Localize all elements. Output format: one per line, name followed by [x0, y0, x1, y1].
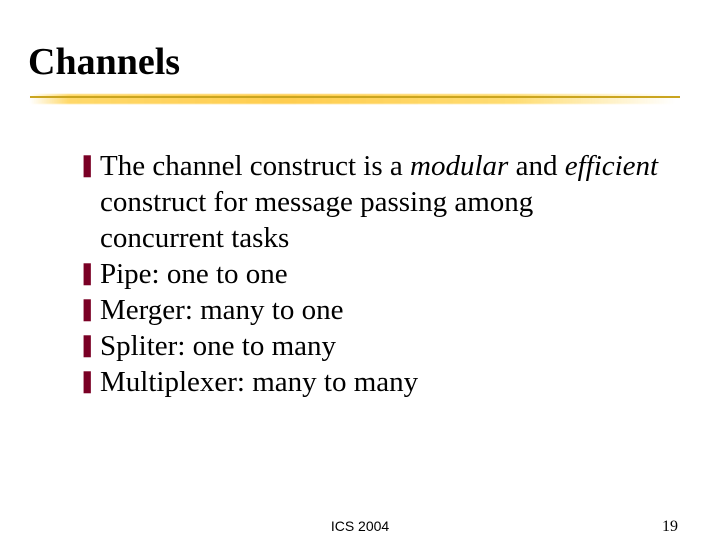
- list-item: ❚ Multiplexer: many to many: [78, 364, 660, 400]
- slide-body: ❚ The channel construct is a modular and…: [0, 106, 720, 400]
- bullet-icon: ❚: [78, 364, 100, 396]
- footer-label: ICS 2004: [331, 518, 389, 534]
- bullet-text: Multiplexer: many to many: [100, 364, 418, 400]
- list-item: ❚ Merger: many to one: [78, 292, 660, 328]
- bullet-icon: ❚: [78, 292, 100, 324]
- bullet-icon: ❚: [78, 256, 100, 288]
- list-item: ❚ Pipe: one to one: [78, 256, 660, 292]
- bullet-text: Pipe: one to one: [100, 256, 288, 292]
- bullet-icon: ❚: [78, 328, 100, 360]
- slide-title: Channels: [28, 40, 720, 84]
- list-item: ❚ Spliter: one to many: [78, 328, 660, 364]
- bullet-text: The channel construct is a modular and e…: [100, 148, 660, 256]
- bullet-text: Spliter: one to many: [100, 328, 336, 364]
- list-item: ❚ The channel construct is a modular and…: [78, 148, 660, 256]
- page-number: 19: [662, 518, 678, 536]
- bullet-icon: ❚: [78, 148, 100, 180]
- bullet-text: Merger: many to one: [100, 292, 343, 328]
- title-underline: [30, 92, 675, 106]
